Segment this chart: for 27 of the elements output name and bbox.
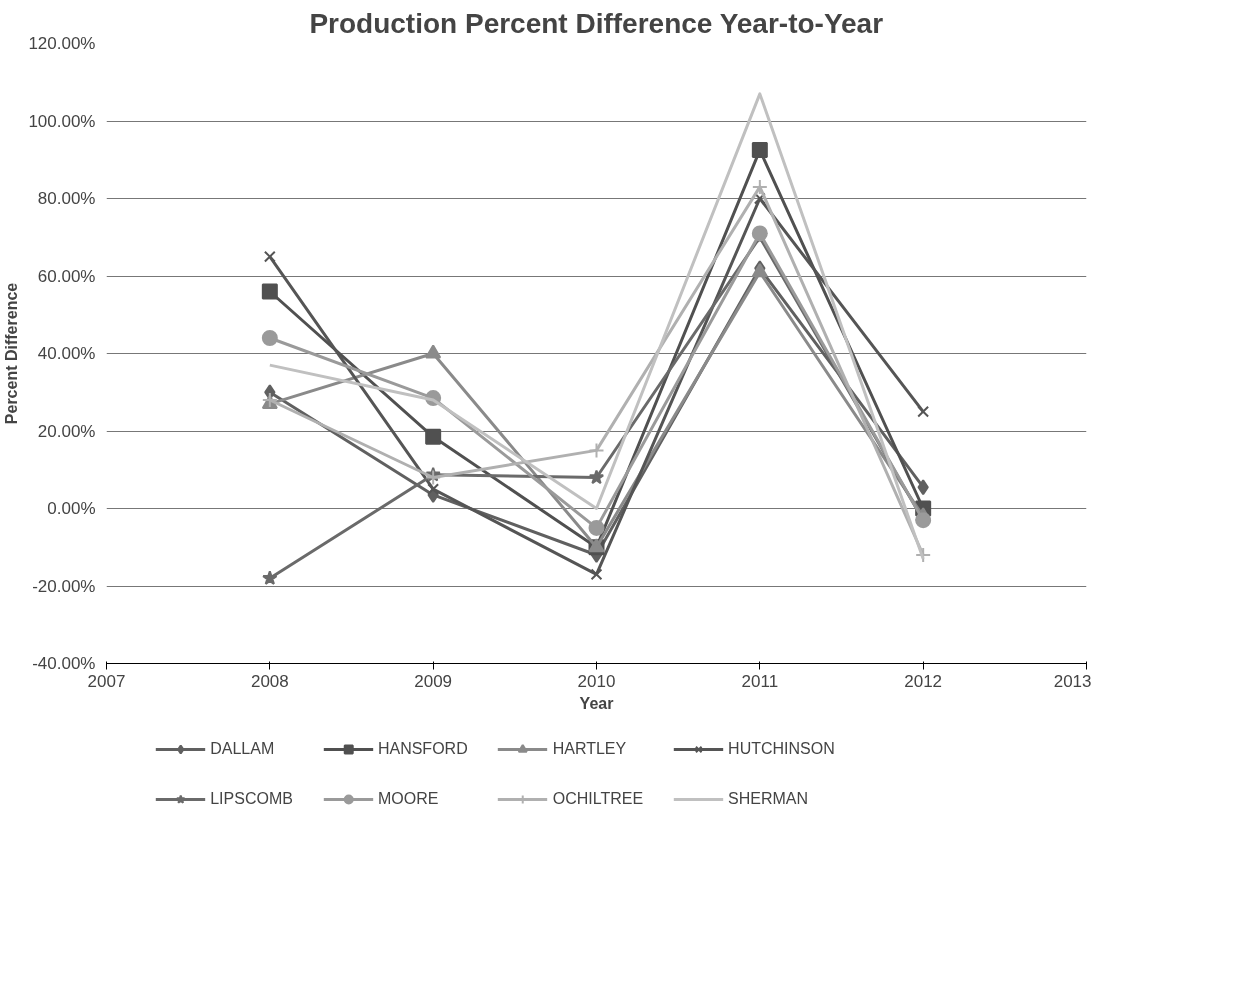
legend-label: HARTLEY (552, 740, 627, 758)
y-tick-label: 20.00% (37, 421, 96, 441)
y-tick-label: 60.00% (37, 266, 96, 286)
legend-label: OCHILTREE (552, 790, 644, 808)
legend-label: LIPSCOMB (210, 790, 293, 808)
y-tick-label: 40.00% (37, 344, 96, 363)
x-tick-label: 2009 (414, 671, 453, 691)
y-tick-label: -20.00% (32, 576, 96, 596)
y-tick-label: 0.00% (47, 499, 96, 518)
x-tick-label: 2012 (904, 671, 943, 691)
x-tick-label: 2007 (87, 671, 126, 691)
x-tick-label: 2008 (250, 671, 289, 691)
x-tick-label: 2013 (1053, 671, 1092, 691)
y-tick-label: 100.00% (28, 111, 96, 131)
legend-label: DALLAM (210, 740, 275, 758)
y-tick-label: 120.00% (28, 34, 96, 53)
legend-label: HUTCHINSON (728, 740, 835, 758)
y-tick-label: 80.00% (37, 189, 96, 208)
x-tick-label: 2011 (741, 671, 779, 691)
legend-label: SHERMAN (728, 790, 809, 808)
y-tick-label: -40.00% (32, 654, 96, 673)
chart-title: Production Percent Difference Year-to-Year (309, 7, 884, 39)
x-axis-title: Year (579, 694, 614, 712)
legend-label: MOORE (377, 790, 439, 808)
y-axis-title: Percent Difference (3, 282, 21, 425)
legend-label: HANSFORD (377, 740, 468, 758)
x-tick-label: 2010 (577, 671, 616, 691)
